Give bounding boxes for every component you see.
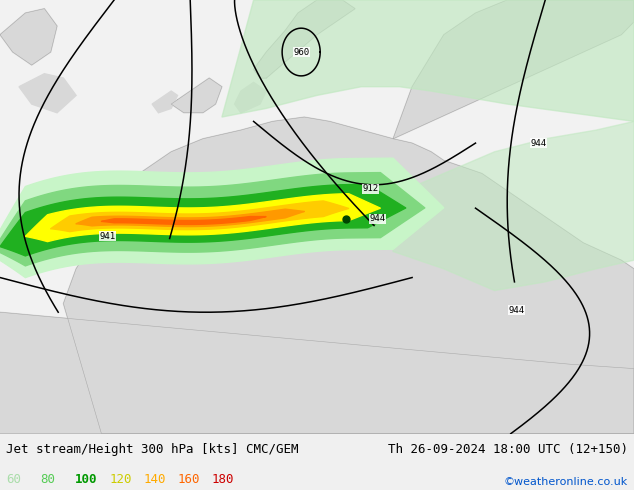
Polygon shape (393, 0, 634, 139)
Polygon shape (235, 82, 266, 113)
Text: 944: 944 (508, 306, 525, 315)
Text: ©weatheronline.co.uk: ©weatheronline.co.uk (503, 477, 628, 487)
Text: 80: 80 (41, 473, 56, 487)
Polygon shape (171, 78, 222, 113)
Text: 960: 960 (293, 48, 309, 56)
Polygon shape (222, 0, 634, 122)
Polygon shape (0, 172, 425, 266)
Text: Jet stream/Height 300 hPa [kts] CMC/GEM: Jet stream/Height 300 hPa [kts] CMC/GEM (6, 443, 299, 456)
Text: 944: 944 (531, 139, 547, 147)
Polygon shape (101, 217, 266, 224)
Polygon shape (393, 122, 634, 291)
Polygon shape (63, 117, 634, 434)
Polygon shape (76, 209, 304, 226)
Polygon shape (25, 194, 380, 242)
Polygon shape (0, 312, 634, 434)
Polygon shape (51, 201, 349, 232)
Text: 120: 120 (109, 473, 131, 487)
Polygon shape (0, 9, 57, 65)
Polygon shape (0, 158, 444, 278)
Polygon shape (520, 269, 634, 434)
Text: 140: 140 (143, 473, 165, 487)
Polygon shape (152, 91, 178, 113)
Text: 180: 180 (212, 473, 234, 487)
Text: 941: 941 (100, 232, 116, 241)
Polygon shape (254, 0, 355, 78)
Text: 60: 60 (6, 473, 22, 487)
Text: 160: 160 (178, 473, 200, 487)
Text: 944: 944 (369, 215, 385, 223)
Polygon shape (19, 74, 76, 113)
Text: 912: 912 (363, 184, 379, 193)
Text: Th 26-09-2024 18:00 UTC (12+150): Th 26-09-2024 18:00 UTC (12+150) (387, 443, 628, 456)
Text: 100: 100 (75, 473, 97, 487)
Polygon shape (0, 184, 406, 256)
